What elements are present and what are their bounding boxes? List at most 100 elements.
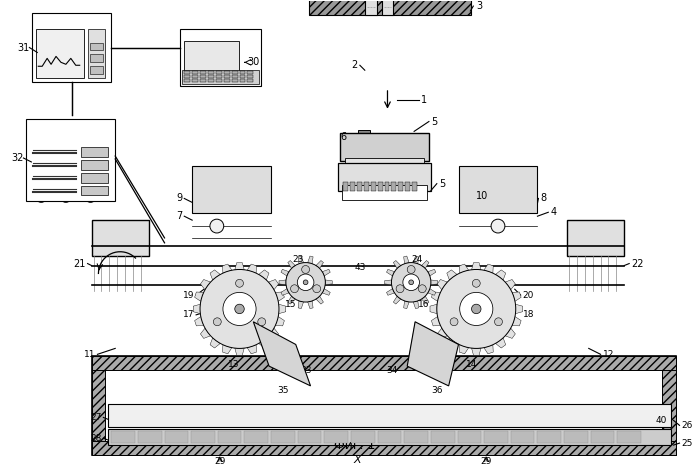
Polygon shape <box>407 322 458 386</box>
Text: 43: 43 <box>354 263 365 272</box>
Polygon shape <box>472 348 481 355</box>
Bar <box>27 119 116 201</box>
Bar <box>382 0 393 15</box>
Circle shape <box>210 219 224 233</box>
Text: 13: 13 <box>228 360 239 368</box>
Bar <box>184 79 190 82</box>
Text: 14: 14 <box>466 360 478 368</box>
Circle shape <box>396 285 404 293</box>
Text: 16: 16 <box>418 300 430 310</box>
Text: Фиг. 1: Фиг. 1 <box>334 439 376 452</box>
Polygon shape <box>298 301 304 309</box>
Bar <box>247 75 253 78</box>
Polygon shape <box>223 264 232 273</box>
Text: 40: 40 <box>656 416 667 425</box>
Bar <box>398 182 403 191</box>
Bar <box>345 158 424 174</box>
Bar <box>538 431 561 443</box>
Bar <box>184 41 239 80</box>
Bar <box>90 66 104 74</box>
Polygon shape <box>253 322 311 386</box>
Bar <box>90 42 104 50</box>
Polygon shape <box>308 301 313 309</box>
Bar <box>391 182 396 191</box>
Polygon shape <box>438 328 447 339</box>
Circle shape <box>419 285 426 293</box>
Bar <box>412 182 417 191</box>
Circle shape <box>473 279 480 287</box>
Polygon shape <box>209 457 230 467</box>
Circle shape <box>460 292 493 325</box>
Bar <box>80 185 108 196</box>
Text: 33: 33 <box>301 366 312 375</box>
Bar <box>324 431 348 443</box>
Bar <box>271 431 295 443</box>
Bar <box>181 29 261 86</box>
Polygon shape <box>475 457 497 467</box>
Polygon shape <box>393 261 401 269</box>
Circle shape <box>450 318 458 325</box>
Polygon shape <box>512 317 521 326</box>
Polygon shape <box>200 328 211 339</box>
Polygon shape <box>195 317 204 326</box>
Text: 29: 29 <box>480 457 492 466</box>
Circle shape <box>409 280 414 285</box>
Polygon shape <box>308 256 313 264</box>
Circle shape <box>60 191 72 202</box>
Bar <box>458 166 538 213</box>
Bar <box>92 356 676 455</box>
Polygon shape <box>421 261 429 269</box>
Polygon shape <box>430 304 437 314</box>
Bar <box>200 71 206 74</box>
Bar <box>458 431 481 443</box>
Bar <box>371 182 376 191</box>
Text: 36: 36 <box>431 386 442 396</box>
Bar <box>193 71 198 74</box>
Bar <box>193 166 271 213</box>
Polygon shape <box>393 296 401 304</box>
Polygon shape <box>195 292 204 301</box>
Bar <box>216 71 222 74</box>
Text: 31: 31 <box>17 42 29 52</box>
Text: X: X <box>353 455 360 465</box>
Circle shape <box>472 304 481 314</box>
Polygon shape <box>268 279 279 290</box>
Text: 26: 26 <box>682 421 693 430</box>
Text: 25: 25 <box>682 439 693 447</box>
Bar <box>92 220 149 255</box>
Bar <box>247 79 253 82</box>
Text: 6: 6 <box>340 132 346 142</box>
Bar <box>484 431 508 443</box>
Polygon shape <box>281 269 289 276</box>
Bar <box>591 431 615 443</box>
Bar <box>92 356 676 370</box>
Text: 20: 20 <box>523 290 534 300</box>
Text: 8: 8 <box>540 193 547 204</box>
Polygon shape <box>326 280 332 285</box>
Circle shape <box>258 318 266 325</box>
Bar <box>343 182 348 191</box>
Polygon shape <box>496 270 505 280</box>
Bar <box>208 75 214 78</box>
Text: 17: 17 <box>183 311 194 319</box>
Bar <box>200 75 206 78</box>
Polygon shape <box>447 270 457 280</box>
Polygon shape <box>421 296 429 304</box>
Text: 2: 2 <box>351 60 358 70</box>
Bar <box>80 147 108 157</box>
Bar <box>216 75 222 78</box>
Circle shape <box>494 318 503 325</box>
Bar <box>36 29 83 78</box>
Text: 11: 11 <box>84 350 95 359</box>
Polygon shape <box>247 264 256 273</box>
Text: 1: 1 <box>421 95 427 105</box>
Polygon shape <box>275 292 284 301</box>
Text: 3: 3 <box>476 1 482 11</box>
Bar <box>200 79 206 82</box>
Polygon shape <box>438 279 447 290</box>
Bar <box>111 431 135 443</box>
Polygon shape <box>268 328 279 339</box>
Circle shape <box>313 285 321 293</box>
Bar <box>193 79 198 82</box>
Bar <box>239 75 246 78</box>
